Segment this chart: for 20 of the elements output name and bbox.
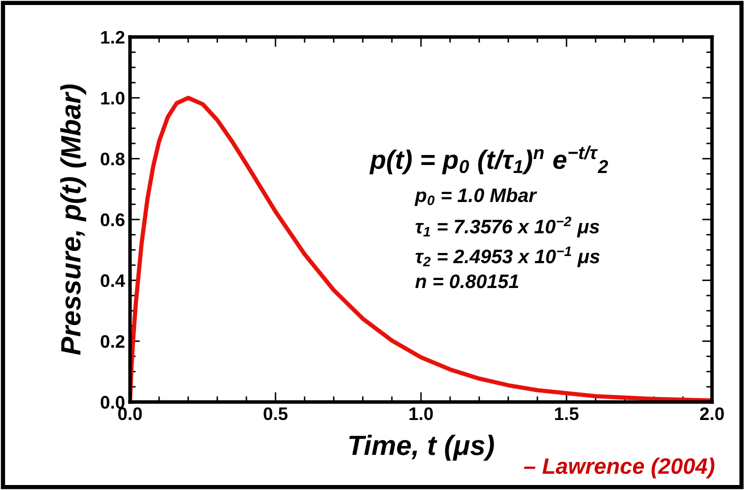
x-tick-label: 0.5 xyxy=(264,407,288,420)
y-tick-label: 0.8 xyxy=(100,152,125,166)
x-tick-label: 0.0 xyxy=(118,407,142,420)
x-tick-label: 1.0 xyxy=(410,407,433,420)
text: p(t) = p$_{0}$ (t/τ$_{1}$)$^{n}$ e$^{−t/τ}$$_{2}$ xyxy=(369,146,608,174)
annotation: τ$_{2}$ = 2.4953 x 10$^{−1}$ μs xyxy=(416,246,600,268)
y-tick-label: 1.0 xyxy=(101,92,124,105)
text: – Lawrence (2004) xyxy=(524,458,714,478)
y-tick-label: 1.2 xyxy=(101,30,124,44)
y-tick-label: 0.6 xyxy=(100,213,124,226)
y-axis-title: Pressure, p(t) (Mbar) xyxy=(60,84,86,355)
x-tick-label: 2.0 xyxy=(700,407,724,420)
annotation: n = 0.80151 xyxy=(415,274,518,288)
x-tick-label: 1.5 xyxy=(555,408,579,420)
y-tick-label: 0.4 xyxy=(100,274,126,288)
x-axis-title: Time, t (μs) xyxy=(349,434,494,461)
y-tick-label: 0.2 xyxy=(100,335,124,348)
annotation: p$_{0}$ = 1.0 Mbar xyxy=(414,188,538,206)
y-tick-label: 0.0 xyxy=(100,396,124,409)
annotation: τ$_{1}$ = 7.3576 x 10$^{−2}$ μs xyxy=(416,216,600,238)
